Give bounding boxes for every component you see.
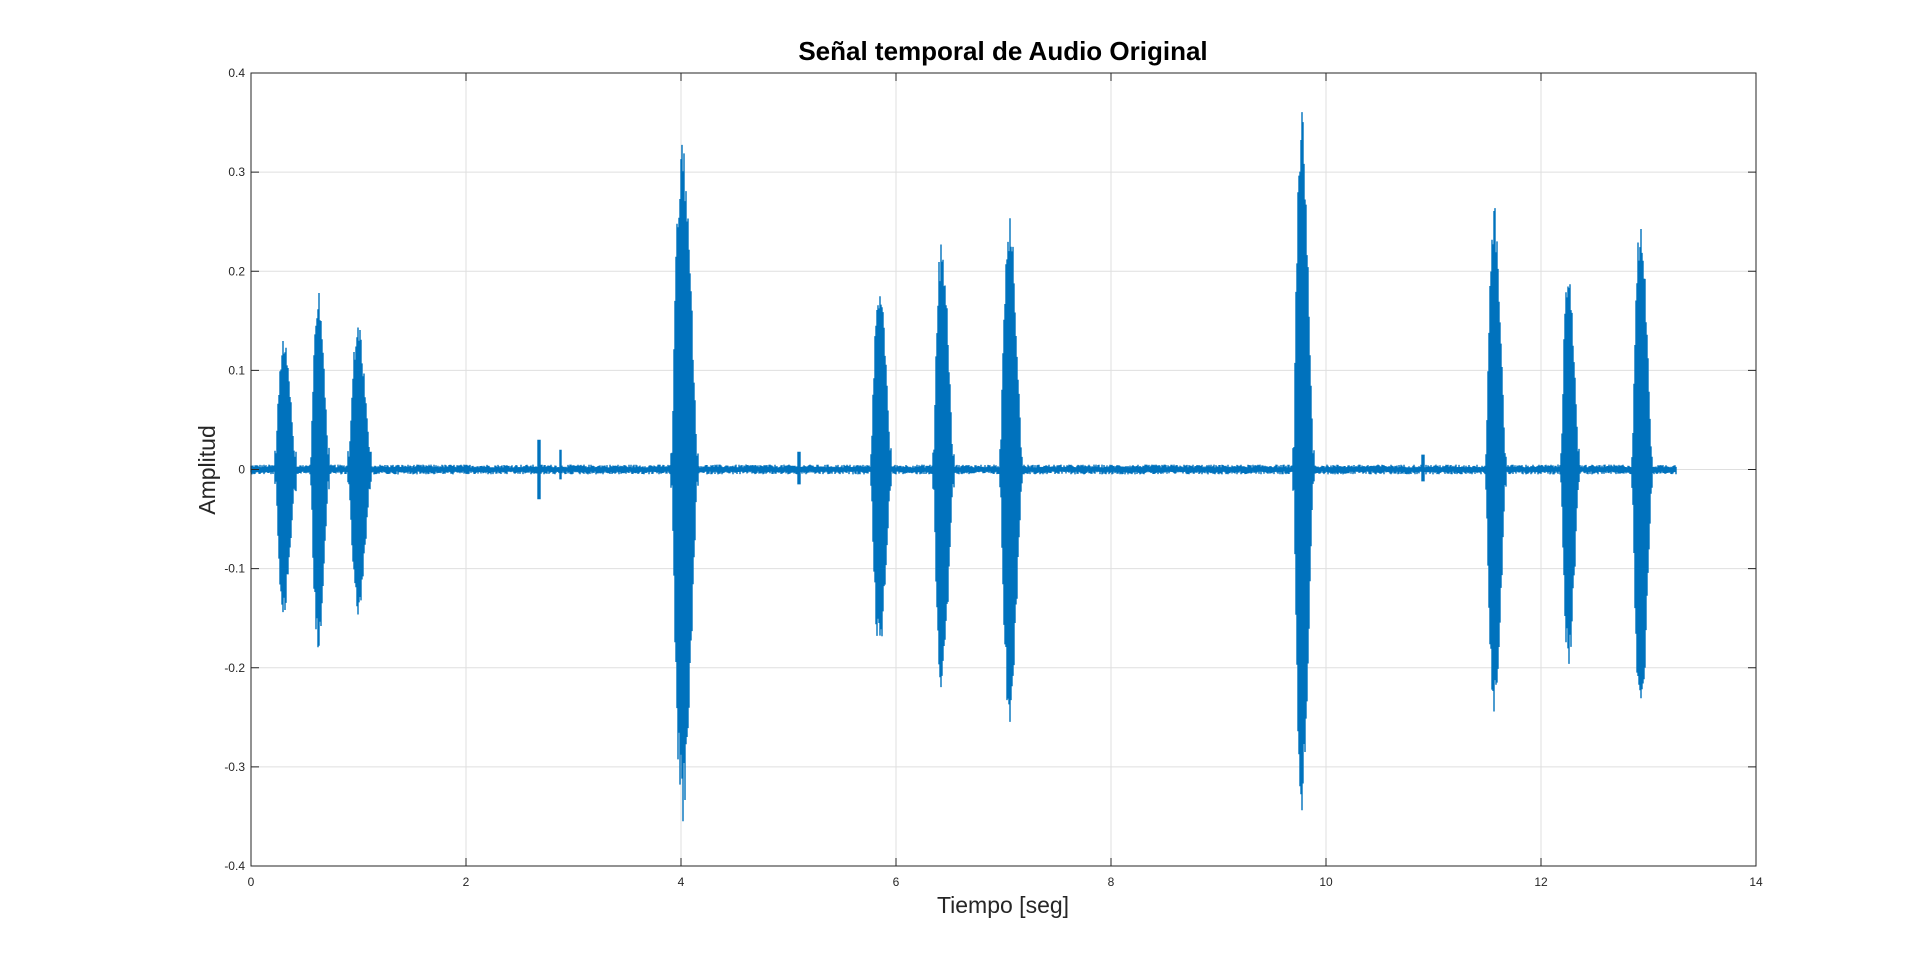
x-tick-label: 6 bbox=[893, 875, 900, 889]
x-tick-label: 14 bbox=[1749, 875, 1763, 889]
y-tick-label: 0.3 bbox=[228, 165, 245, 179]
x-tick-label: 12 bbox=[1534, 875, 1548, 889]
y-tick-label: 0.2 bbox=[228, 264, 245, 278]
x-ticks: 0 2 4 6 8 10 12 14 bbox=[248, 73, 1763, 889]
x-tick-label: 4 bbox=[678, 875, 685, 889]
y-ticks: -0.4 -0.3 -0.2 -0.1 0 0.1 0.2 0.3 0.4 bbox=[224, 66, 1756, 873]
x-axis-label: Tiempo [seg] bbox=[937, 892, 1069, 918]
y-tick-label: 0.1 bbox=[228, 363, 245, 377]
x-tick-label: 8 bbox=[1108, 875, 1115, 889]
y-axis-label: Amplitud bbox=[194, 425, 220, 514]
y-tick-label: -0.4 bbox=[224, 859, 245, 873]
x-tick-label: 0 bbox=[248, 875, 255, 889]
y-tick-label: 0.4 bbox=[228, 66, 245, 80]
y-tick-label: 0 bbox=[238, 463, 245, 477]
x-tick-label: 10 bbox=[1319, 875, 1333, 889]
y-tick-label: -0.2 bbox=[224, 661, 245, 675]
x-tick-label: 2 bbox=[463, 875, 470, 889]
y-tick-label: -0.1 bbox=[224, 562, 245, 576]
y-tick-label: -0.3 bbox=[224, 760, 245, 774]
chart-title: Señal temporal de Audio Original bbox=[798, 36, 1207, 66]
